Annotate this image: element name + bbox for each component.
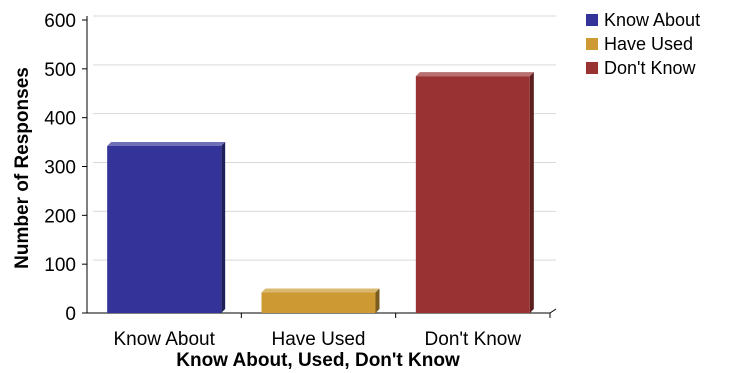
- legend: Know About Have Used Don't Know: [586, 8, 700, 80]
- bar-side-face: [529, 72, 534, 314]
- bar-side-face: [221, 141, 226, 313]
- y-axis-title: Number of Responses: [12, 67, 33, 269]
- bar-top-face: [107, 141, 226, 146]
- y-tick-label: 500: [44, 60, 76, 81]
- bar-front-face: [415, 76, 530, 314]
- y-tick-labels: 0 100 200 300 400 500 600: [44, 11, 76, 325]
- y-tick-label: 200: [44, 206, 76, 227]
- legend-swatch-know-about: [586, 14, 598, 26]
- legend-label-know-about: Know About: [604, 9, 701, 30]
- legend-swatch-have-used: [586, 38, 598, 50]
- y-tick-label: 0: [65, 304, 76, 325]
- x-tick-label: Know About: [113, 329, 215, 350]
- x-tick-label: Have Used: [272, 329, 366, 350]
- bar-have-used: [261, 288, 380, 313]
- legend-swatch-dont-know: [586, 62, 598, 74]
- y-tick-label: 400: [44, 109, 76, 130]
- bar-front-face: [261, 292, 376, 313]
- x-tick-labels: Know About Have Used Don't Know: [113, 329, 521, 350]
- bar-top-face: [415, 72, 534, 77]
- x-axis-depth-line: [549, 308, 557, 314]
- bar-don-t-know: [415, 72, 534, 314]
- x-tick-label: Don't Know: [425, 329, 522, 350]
- y-tick-label: 600: [44, 11, 76, 32]
- legend-item-have-used: Have Used: [586, 32, 700, 56]
- legend-item-dont-know: Don't Know: [586, 56, 700, 80]
- bar-side-face: [375, 288, 380, 313]
- y-tick-label: 100: [44, 255, 76, 276]
- bar-top-face: [261, 288, 380, 293]
- legend-label-have-used: Have Used: [604, 33, 694, 54]
- x-axis-title: Know About, Used, Don't Know: [176, 350, 460, 371]
- legend-item-know-about: Know About: [586, 8, 700, 32]
- bars: [107, 72, 534, 314]
- bar-front-face: [107, 145, 222, 313]
- bar-know-about: [107, 141, 226, 313]
- y-tick-label: 300: [44, 158, 76, 179]
- legend-label-dont-know: Don't Know: [604, 57, 696, 78]
